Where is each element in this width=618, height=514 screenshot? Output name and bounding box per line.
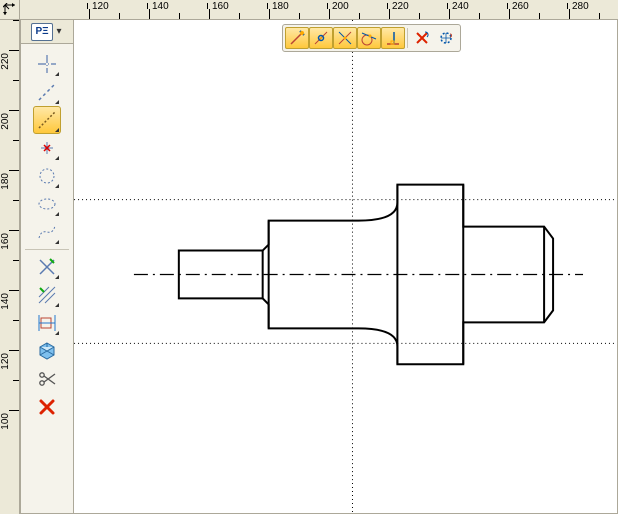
- ruler-tick: [359, 13, 360, 19]
- ruler-label: 100: [0, 413, 11, 430]
- page-setup-button[interactable]: PΞ: [31, 23, 53, 41]
- tool-dimension-button[interactable]: [33, 309, 61, 337]
- ruler-tick: [569, 9, 570, 19]
- ruler-tick: [419, 13, 420, 19]
- ruler-label: 260: [512, 1, 529, 12]
- snap-off-button[interactable]: [410, 27, 434, 49]
- canvas-svg: [74, 20, 617, 513]
- ruler-vertical[interactable]: 100 120 140 160 180 200 220: [0, 20, 20, 514]
- left-tool-panel: PΞ ▾: [20, 20, 74, 514]
- ruler-tick: [13, 140, 19, 141]
- ruler-tick: [539, 13, 540, 19]
- ruler-tick: [119, 13, 120, 19]
- tool-ellipse-dashed-button[interactable]: [33, 190, 61, 218]
- ruler-tick: [239, 13, 240, 19]
- ruler-tick: [13, 80, 19, 81]
- dropdown-indicator-icon: [55, 275, 59, 279]
- drawing-canvas[interactable]: [74, 20, 618, 514]
- tool-separator: [25, 249, 69, 250]
- dropdown-indicator-icon: [55, 212, 59, 216]
- ruler-label: 140: [152, 1, 169, 12]
- tool-trim-button[interactable]: [33, 253, 61, 281]
- ruler-tick: [449, 9, 450, 19]
- ruler-tick: [9, 110, 19, 111]
- ruler-label: 140: [0, 293, 11, 310]
- tool-hatch-button[interactable]: [33, 281, 61, 309]
- tool-circle-button[interactable]: [33, 162, 61, 190]
- ruler-label: 160: [0, 233, 11, 250]
- dropdown-indicator-icon: [55, 156, 59, 160]
- dropdown-indicator-icon: [55, 100, 59, 104]
- ruler-tick: [13, 260, 19, 261]
- dropdown-indicator-icon: [55, 331, 59, 335]
- ruler-tick: [9, 410, 19, 411]
- panel-header: PΞ ▾: [21, 20, 73, 44]
- dropdown-indicator-icon: [55, 240, 59, 244]
- dropdown-indicator-icon: [55, 128, 59, 132]
- ruler-label: 220: [0, 53, 11, 70]
- ruler-tick: [329, 9, 330, 19]
- tool-dashed-line-button[interactable]: [33, 78, 61, 106]
- snap-perpendicular-button[interactable]: [381, 27, 405, 49]
- ruler-tick: [9, 50, 19, 51]
- tool-construction-line-button[interactable]: [33, 106, 61, 134]
- tool-close-button[interactable]: [33, 393, 61, 421]
- tool-iso-cube-button[interactable]: [33, 337, 61, 365]
- snap-tangent-button[interactable]: [357, 27, 381, 49]
- ruler-label: 220: [392, 1, 409, 12]
- ruler-tick: [179, 13, 180, 19]
- ruler-tick: [599, 13, 600, 19]
- ruler-label: 160: [212, 1, 229, 12]
- dropdown-indicator-icon: [55, 184, 59, 188]
- ruler-tick: [9, 290, 19, 291]
- snap-separator: [407, 28, 408, 48]
- ruler-label: 180: [272, 1, 289, 12]
- ruler-tick: [9, 170, 19, 171]
- tool-column: [21, 44, 73, 421]
- snap-intersection-button[interactable]: [333, 27, 357, 49]
- shaft-outline: [179, 185, 553, 365]
- ruler-tick: [89, 9, 90, 19]
- ruler-origin[interactable]: [0, 0, 20, 20]
- panel-header-dropdown[interactable]: ▾: [55, 23, 63, 41]
- ruler-tick: [13, 200, 19, 201]
- dropdown-indicator-icon: [55, 72, 59, 76]
- ruler-label: 280: [572, 1, 589, 12]
- ruler-tick: [209, 9, 210, 19]
- ruler-tick: [299, 13, 300, 19]
- ruler-tick: [13, 380, 19, 381]
- ruler-tick: [509, 9, 510, 19]
- page-setup-label: PΞ: [35, 26, 48, 37]
- ruler-horizontal[interactable]: 120 140 160 180 200 220 240 260 280: [20, 0, 618, 20]
- tool-point-button[interactable]: [33, 134, 61, 162]
- snap-endpoint-button[interactable]: [285, 27, 309, 49]
- grid-toggle-button[interactable]: [434, 27, 458, 49]
- tool-axis-line-button[interactable]: [33, 50, 61, 78]
- ruler-label: 180: [0, 173, 11, 190]
- ruler-tick: [13, 20, 19, 21]
- ruler-tick: [389, 9, 390, 19]
- ruler-label: 120: [92, 1, 109, 12]
- ruler-tick: [269, 9, 270, 19]
- ruler-label: 200: [332, 1, 349, 12]
- ruler-tick: [149, 9, 150, 19]
- ruler-label: 200: [0, 113, 11, 130]
- ruler-tick: [13, 320, 19, 321]
- snap-midpoint-button[interactable]: [309, 27, 333, 49]
- snap-toolbar: [282, 24, 461, 52]
- tool-spline-button[interactable]: [33, 218, 61, 246]
- tool-scissors-button[interactable]: [33, 365, 61, 393]
- dropdown-indicator-icon: [55, 303, 59, 307]
- ruler-label: 240: [452, 1, 469, 12]
- ruler-tick: [9, 350, 19, 351]
- ruler-tick: [479, 13, 480, 19]
- ruler-label: 120: [0, 353, 11, 370]
- ruler-tick: [9, 230, 19, 231]
